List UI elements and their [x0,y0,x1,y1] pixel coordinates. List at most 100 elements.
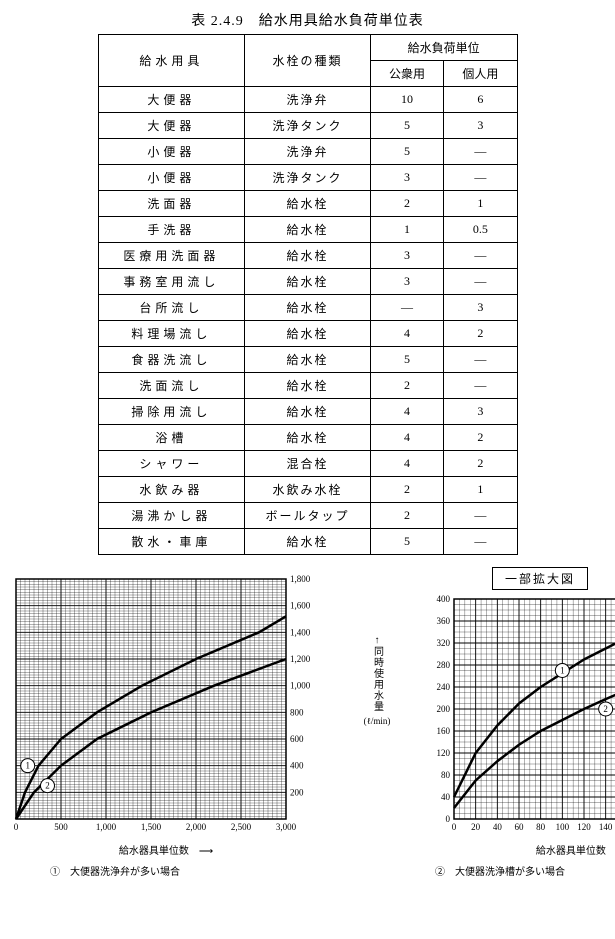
table-cell: 小便器 [98,165,245,191]
table-cell: 給水栓 [245,373,371,399]
table-cell: 小便器 [98,139,245,165]
table-cell: 事務室用流し [98,269,245,295]
th-fixture: 給水用具 [98,35,245,87]
table-cell: 5 [370,139,443,165]
table-cell: 料理場流し [98,321,245,347]
table-cell: 6 [444,87,517,113]
table-row: 水飲み器水飲み水栓21 [98,477,517,503]
table-cell: 洗浄タンク [245,165,371,191]
table-cell: 手洗器 [98,217,245,243]
svg-text:200: 200 [290,787,304,797]
svg-text:1: 1 [560,666,565,676]
table-cell: 3 [444,113,517,139]
table-cell: 1 [444,191,517,217]
table-cell: 5 [370,347,443,373]
svg-text:600: 600 [290,734,304,744]
table-cell: 湯沸かし器 [98,503,245,529]
svg-text:360: 360 [437,616,451,626]
svg-text:1,000: 1,000 [96,822,117,832]
table-row: 洗面器給水栓21 [98,191,517,217]
table-row: 台所流し給水栓―3 [98,295,517,321]
table-cell: 給水栓 [245,191,371,217]
svg-text:120: 120 [437,748,451,758]
svg-text:200: 200 [437,704,451,714]
table-cell: 2 [370,477,443,503]
table-cell: 2 [444,321,517,347]
table-cell: 2 [370,191,443,217]
table-cell: 浴槽 [98,425,245,451]
table-cell: 給水栓 [245,295,371,321]
chart-right-wrap: 一部拡大図 0204060801001201401601802002202400… [432,575,615,857]
table-cell: 0.5 [444,217,517,243]
table-cell: 洗面流し [98,373,245,399]
svg-text:400: 400 [290,761,304,771]
table-cell: 洗浄タンク [245,113,371,139]
legend-row: ① 大便器洗浄弁が多い場合 ② 大便器洗浄槽が多い場合 [10,863,605,878]
table-cell: 5 [370,113,443,139]
svg-text:160: 160 [437,726,451,736]
legend-left: ① 大便器洗浄弁が多い場合 [50,863,180,878]
table-cell: 2 [370,373,443,399]
svg-text:240: 240 [437,682,451,692]
table-cell: 3 [444,399,517,425]
table-cell: 水飲み器 [98,477,245,503]
table-row: 事務室用流し給水栓3― [98,269,517,295]
table-cell: 洗浄弁 [245,87,371,113]
table-row: 医療用洗面器給水栓3― [98,243,517,269]
svg-text:140: 140 [599,822,613,832]
svg-text:0: 0 [446,814,451,824]
table-cell: ― [444,347,517,373]
svg-text:100: 100 [556,822,570,832]
svg-text:60: 60 [515,822,525,832]
table-cell: 給水栓 [245,243,371,269]
table-cell: ― [444,139,517,165]
svg-text:120: 120 [577,822,591,832]
table-cell: 2 [370,503,443,529]
table-cell: 1 [444,477,517,503]
table-cell: 給水栓 [245,321,371,347]
chart-right-yunit: (ℓ/min) [364,716,391,726]
chart-right: 0204060801001201401601802002202400408012… [432,595,615,835]
table-cell: 台所流し [98,295,245,321]
svg-text:80: 80 [536,822,546,832]
table-row: 大便器洗浄弁106 [98,87,517,113]
table-cell: 給水栓 [245,269,371,295]
table-cell: 3 [444,295,517,321]
table-row: 掃除用流し給水栓43 [98,399,517,425]
svg-text:2,500: 2,500 [231,822,252,832]
table-cell: 大便器 [98,87,245,113]
table-cell: ― [444,243,517,269]
svg-text:0: 0 [14,822,19,832]
svg-text:1,600: 1,600 [290,601,311,611]
chart-right-xlabel: 給水器具単位数 ⟶ [432,842,615,857]
zoom-label: 一部拡大図 [492,567,588,590]
table-cell: 混合栓 [245,451,371,477]
charts-row: 05001,0001,5002,0002,5003,00012200400600… [10,575,605,857]
table-row: 食器洗流し給水栓5― [98,347,517,373]
table-cell: 10 [370,87,443,113]
table-cell: 2 [444,451,517,477]
chart-left: 05001,0001,5002,0002,5003,00012200400600… [10,575,322,835]
table-cell: 3 [370,269,443,295]
table-cell: ― [444,373,517,399]
svg-text:1,400: 1,400 [290,627,311,637]
table-row: 手洗器給水栓10.5 [98,217,517,243]
table-row: 散水・車庫給水栓5― [98,529,517,555]
table-cell: 給水栓 [245,425,371,451]
table-row: 大便器洗浄タンク53 [98,113,517,139]
svg-text:500: 500 [54,822,68,832]
table-title: 表 2.4.9 給水用具給水負荷単位表 [10,10,605,30]
svg-text:1,800: 1,800 [290,575,311,584]
table-cell: ― [370,295,443,321]
svg-text:400: 400 [437,595,451,604]
svg-text:20: 20 [471,822,481,832]
th-public: 公衆用 [370,61,443,87]
svg-text:1,200: 1,200 [290,654,311,664]
table-cell: 5 [370,529,443,555]
svg-text:40: 40 [441,792,451,802]
table-cell: ― [444,529,517,555]
table-cell: ボールタップ [245,503,371,529]
svg-text:0: 0 [452,822,457,832]
legend-right: ② 大便器洗浄槽が多い場合 [435,863,565,878]
chart-right-ylabel: 同時使用水量 [370,646,385,712]
